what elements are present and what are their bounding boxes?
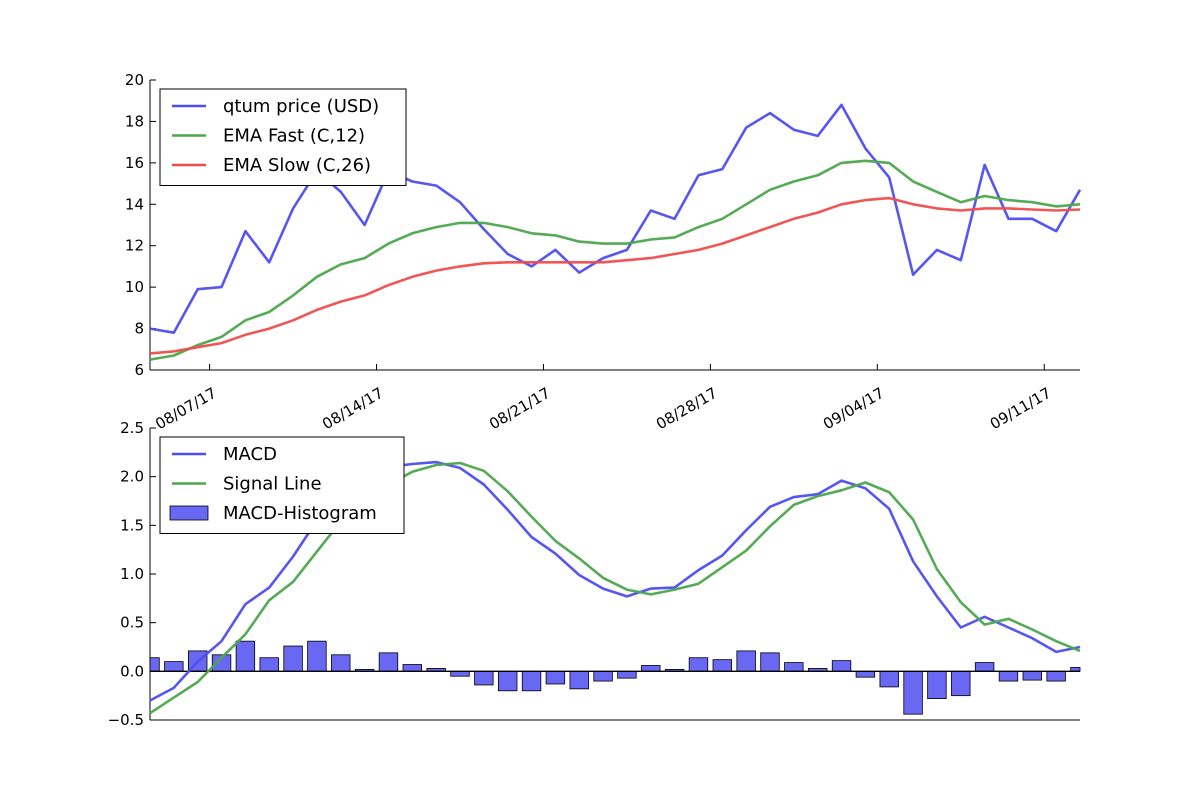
- legend-label: MACD-Histogram: [223, 503, 377, 524]
- x-tick-label: 08/07/17: [152, 384, 219, 433]
- y-tick-label: 1.0: [120, 565, 144, 583]
- y-tick-label: 10: [125, 278, 144, 296]
- histogram-bar: [307, 640, 327, 672]
- histogram-bar: [378, 652, 399, 672]
- y-tick-label: −0.5: [108, 711, 144, 729]
- legend-label: qtum price (USD): [223, 96, 379, 117]
- y-tick-label: 2.5: [120, 419, 144, 437]
- histogram-bar: [545, 670, 566, 685]
- histogram-bar: [283, 645, 303, 672]
- histogram-bar: [784, 662, 804, 672]
- histogram-bar: [164, 661, 184, 672]
- histogram-bar: [149, 657, 160, 672]
- histogram-bar: [259, 657, 279, 672]
- series-line-1: [149, 159, 1081, 361]
- price-chart: 6 8 10 12 14 16 18 20 08/07/17 08/14/17 08/21/17 08…: [125, 71, 1082, 433]
- y-tick-label: 0.5: [120, 614, 144, 632]
- histogram-bar: [736, 650, 756, 672]
- histogram-bar: [998, 670, 1019, 682]
- legend-label: EMA Slow (C,26): [223, 155, 371, 176]
- y-tick-label: 0.0: [120, 662, 144, 680]
- histogram-bar: [855, 670, 876, 678]
- histogram-bar: [497, 670, 518, 692]
- y-tick-label: 12: [125, 237, 144, 255]
- histogram-bar: [402, 664, 423, 672]
- histogram-bar: [760, 652, 780, 672]
- histogram-bar: [974, 662, 995, 672]
- x-tick-label: 08/28/17: [653, 384, 720, 433]
- legend-swatch: [169, 505, 209, 521]
- x-tick-label: 08/14/17: [319, 384, 386, 433]
- histogram-bar: [1022, 670, 1043, 681]
- y-tick-label: 1.5: [120, 516, 144, 534]
- histogram-bar: [641, 665, 661, 672]
- histogram-bar: [927, 670, 947, 699]
- y-tick-label: 14: [125, 195, 144, 213]
- legend-label: MACD: [223, 444, 277, 465]
- y-tick-label: 6: [134, 361, 144, 379]
- histogram-bar: [688, 657, 709, 672]
- series-line-1: [149, 461, 1081, 715]
- histogram-bar: [712, 659, 733, 672]
- legend-label: EMA Fast (C,12): [223, 126, 365, 147]
- histogram-bar: [235, 640, 256, 672]
- y-tick-label: 2.0: [120, 468, 144, 486]
- histogram-bar: [474, 670, 494, 686]
- macd-chart: −0.5 0.0 0.5 1.0 1.5 2.0 2.5 MACD Signal Line MAC…: [108, 419, 1081, 729]
- x-tick-label: 08/21/17: [486, 384, 553, 433]
- histogram-bar: [569, 670, 589, 690]
- y-tick-label: 18: [125, 112, 144, 130]
- series-line-0: [149, 460, 1081, 702]
- y-tick-label: 16: [125, 154, 144, 172]
- histogram-bar: [450, 670, 470, 677]
- y-tick-label: 20: [125, 71, 144, 89]
- series-line-2: [149, 196, 1081, 355]
- histogram-bar: [831, 660, 852, 672]
- x-tick-label: 09/11/17: [987, 384, 1054, 433]
- histogram-bar: [617, 670, 637, 679]
- histogram-bar: [903, 670, 923, 715]
- y-tick-label: 8: [134, 320, 144, 338]
- series-line-0: [149, 103, 1082, 335]
- histogram-bar: [879, 670, 899, 688]
- histogram-bar: [951, 670, 971, 697]
- histogram-bar: [521, 670, 542, 692]
- histogram-bar: [1046, 670, 1066, 682]
- histogram-bar: [331, 654, 351, 672]
- legend-label: Signal Line: [223, 474, 322, 495]
- x-tick-label: 09/04/17: [820, 384, 887, 433]
- histogram-bar: [593, 670, 613, 682]
